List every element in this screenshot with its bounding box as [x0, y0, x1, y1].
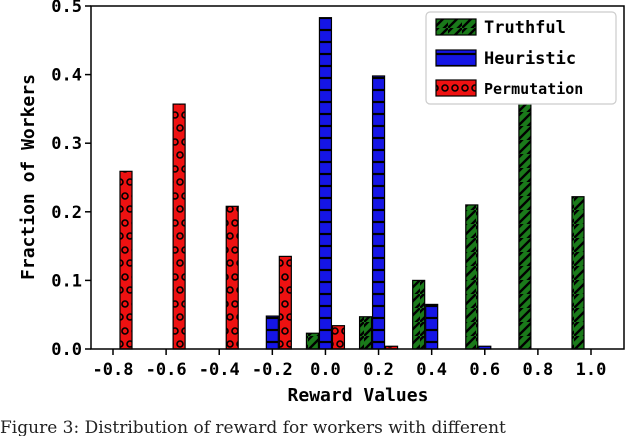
bar-truthful — [305, 332, 320, 350]
bar-heuristic — [371, 75, 386, 350]
x-tick-label: 0.2 — [363, 360, 394, 380]
y-tick-label: 0.5 — [51, 0, 82, 17]
legend: Truthful Heuristic Permutation — [425, 11, 617, 105]
x-tick-label: 0.4 — [416, 360, 447, 380]
bar-heuristic — [318, 17, 333, 350]
plot-frame — [90, 5, 625, 350]
y-tick-label: 0.3 — [51, 134, 82, 154]
y-tick-label: 0.1 — [51, 271, 82, 291]
bar-permutation — [278, 255, 292, 350]
bars-group — [119, 17, 585, 350]
bar-truthful — [358, 316, 373, 350]
x-tick-label: -0.8 — [93, 360, 134, 380]
y-tick-label: 0.2 — [51, 203, 82, 223]
x-tick-label: -0.4 — [199, 360, 240, 380]
x-tick-label: 0.8 — [523, 360, 554, 380]
bar-permutation — [172, 103, 186, 350]
x-tick-label: 0.0 — [310, 360, 341, 380]
legend-swatch-heuristic — [435, 49, 477, 67]
legend-swatch-permutation — [435, 79, 477, 97]
x-tick-label: 1.0 — [576, 360, 607, 380]
bar-truthful — [518, 100, 532, 350]
y-axis-title: Fraction of Workers — [18, 74, 39, 280]
legend-swatch-truthful — [435, 18, 477, 36]
x-axis-title: Reward Values — [288, 385, 429, 406]
y-tick-label: 0.0 — [51, 340, 82, 360]
legend-label-heuristic: Heuristic — [484, 49, 576, 69]
y-tick-label: 0.4 — [51, 66, 82, 86]
y-axis-ticks: 0.0 0.1 0.2 0.3 0.4 0.5 — [51, 0, 91, 360]
bar-truthful — [412, 279, 426, 350]
bar-heuristic — [425, 303, 439, 350]
bar-permutation — [331, 325, 346, 350]
bar-truthful — [465, 204, 479, 350]
legend-label-truthful: Truthful — [484, 18, 566, 38]
legend-label-permutation: Permutation — [484, 80, 583, 98]
bar-permutation — [225, 205, 239, 350]
x-tick-label: -0.6 — [146, 360, 187, 380]
x-axis-ticks: -0.8 -0.6 -0.4 -0.2 0.0 0.2 0.4 0.6 0.8 1.0 — [93, 349, 607, 380]
bar-permutation — [119, 170, 133, 350]
x-tick-label: 0.6 — [469, 360, 500, 380]
x-tick-label: -0.2 — [252, 360, 293, 380]
bar-heuristic — [265, 315, 279, 350]
bar-truthful — [571, 196, 585, 350]
figure-caption: Figure 3: Distribution of reward for wor… — [0, 418, 506, 436]
chart: 0.00.10.20.30.40.5 -0.8 -0.6 -0.4 -0.2 0.0 0.… — [18, 0, 625, 406]
